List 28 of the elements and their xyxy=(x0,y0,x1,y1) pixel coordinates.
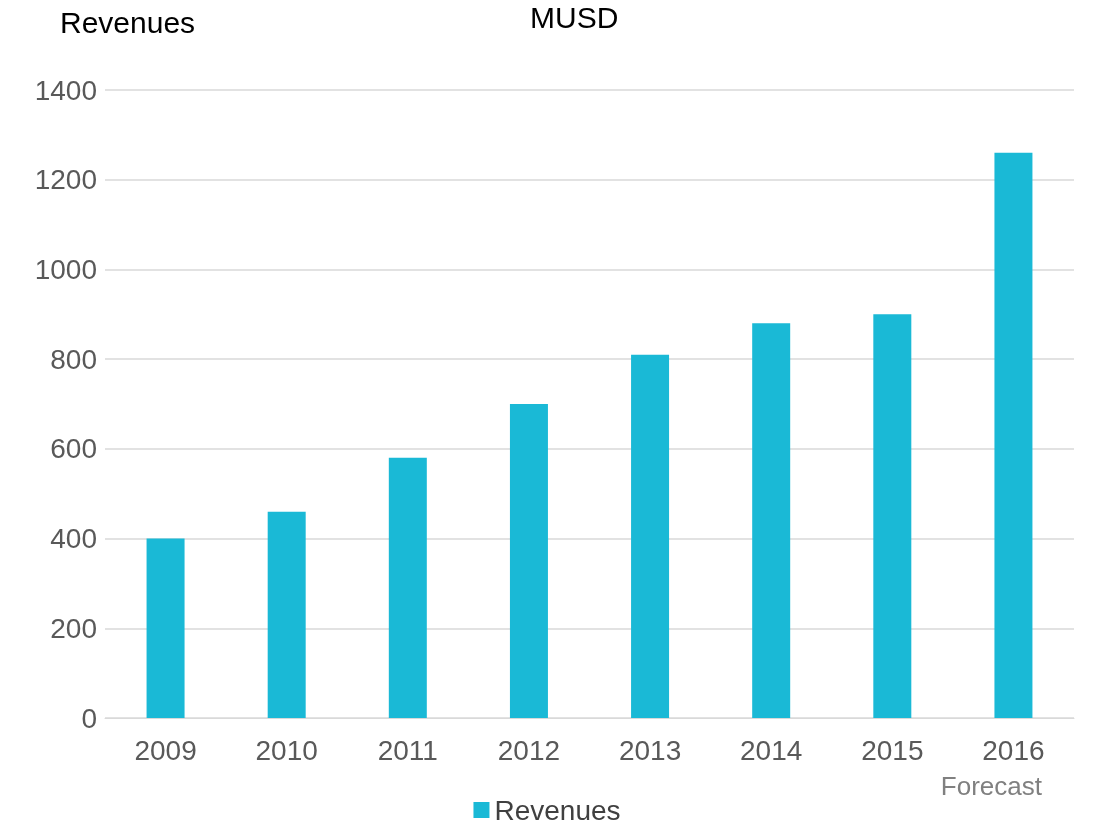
x-tick-label: 2014 xyxy=(740,734,803,766)
y-tick-label: 1400 xyxy=(34,74,97,106)
y-tick-label: 600 xyxy=(50,433,97,465)
y-tick-label: 400 xyxy=(50,523,97,555)
bar xyxy=(631,354,670,718)
y-tick-label: 0 xyxy=(81,702,97,734)
bar xyxy=(994,152,1033,718)
y-tick-label: 800 xyxy=(50,343,97,375)
text: Forecast xyxy=(940,771,1043,801)
x-tick-label: 2009 xyxy=(134,734,197,766)
chart-title: Revenues xyxy=(60,5,196,39)
y-tick-label: 1200 xyxy=(34,164,97,196)
x-tick-label: 2013 xyxy=(618,734,682,766)
y-tick-label: 200 xyxy=(50,612,97,644)
bar xyxy=(146,538,185,718)
y-tick-label: 1000 xyxy=(34,253,97,285)
x-tick-label: 2012 xyxy=(497,734,561,766)
y-axis-title: MUSD xyxy=(530,0,619,34)
bar xyxy=(509,404,548,718)
bar xyxy=(752,323,791,718)
x-tick-label: 2016 xyxy=(982,734,1045,766)
x-tick-label: 2010 xyxy=(255,734,318,766)
bar xyxy=(267,511,306,718)
x-tick-label: 2015 xyxy=(861,734,924,766)
x-tick-label: 2011 xyxy=(377,734,438,766)
bar xyxy=(873,314,912,718)
bar xyxy=(388,457,427,718)
legend-label: Revenues xyxy=(494,794,621,826)
